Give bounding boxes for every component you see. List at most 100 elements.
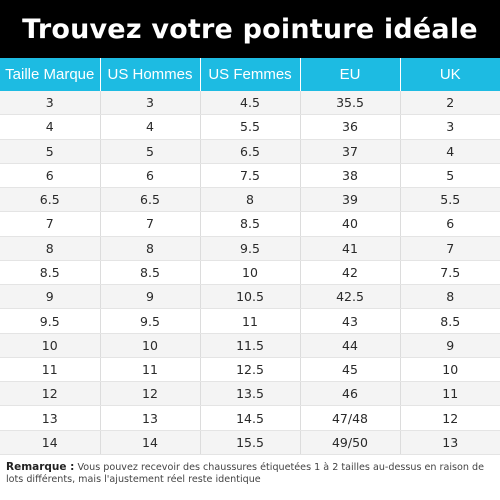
table-cell-us-hommes: 6 [100, 163, 201, 189]
table-cell-uk: 13 [400, 430, 500, 455]
table-row: 6.5 6.5 8 39 5.5 [0, 187, 500, 213]
table-cell-eu: 47/48 [300, 405, 401, 431]
table-cell-uk: 5.5 [400, 187, 500, 213]
table-row: 13 13 14.5 47/48 12 [0, 405, 500, 431]
note-text: Vous pouvez recevoir des chaussures étiq… [6, 462, 484, 485]
table-cell-us-femmes: 11.5 [200, 333, 301, 358]
table-cell-eu: 38 [300, 163, 401, 189]
table-cell-us-femmes: 11 [200, 308, 301, 334]
table-row: 10 10 11.5 44 9 [0, 333, 500, 358]
table-cell-eu: 44 [300, 333, 401, 358]
table-cell-us-hommes: 5 [100, 139, 201, 164]
table-cell-us-femmes: 6.5 [200, 139, 301, 164]
table-cell-us-hommes: 13 [100, 405, 201, 431]
table-cell-eu: 45 [300, 357, 401, 383]
table-cell-us-femmes: 5.5 [200, 114, 301, 140]
table-cell-us-femmes: 4.5 [200, 91, 301, 116]
table-cell-us-femmes: 8.5 [200, 211, 301, 237]
table-cell-taille-marque: 8.5 [0, 260, 101, 286]
table-cell-us-hommes: 8.5 [100, 260, 201, 286]
table-cell-taille-marque: 12 [0, 381, 101, 407]
table-row: 9.5 9.5 11 43 8.5 [0, 308, 500, 334]
table-cell-uk: 7.5 [400, 260, 500, 286]
table-cell-eu: 49/50 [300, 430, 401, 455]
table-cell-us-femmes: 12.5 [200, 357, 301, 383]
table-cell-us-hommes: 6.5 [100, 187, 201, 213]
table-row: 9 9 10.5 42.5 8 [0, 284, 500, 310]
table-cell-us-hommes: 9.5 [100, 308, 201, 334]
column-header-us-hommes: US Hommes [100, 58, 201, 91]
table-cell-taille-marque: 7 [0, 211, 101, 237]
table-row: 8 8 9.5 41 7 [0, 236, 500, 261]
table-cell-us-femmes: 9.5 [200, 236, 301, 261]
table-cell-us-hommes: 8 [100, 236, 201, 261]
table-cell-eu: 39 [300, 187, 401, 213]
table-row: 11 11 12.5 45 10 [0, 357, 500, 383]
table-cell-uk: 11 [400, 381, 500, 407]
header-row: Taille Marque US Hommes US Femmes EU UK [0, 58, 500, 91]
table-cell-us-femmes: 13.5 [200, 381, 301, 407]
table-cell-eu: 42.5 [300, 284, 401, 310]
table-cell-uk: 4 [400, 139, 500, 164]
table-cell-us-femmes: 7.5 [200, 163, 301, 189]
table-row: 5 5 6.5 37 4 [0, 139, 500, 164]
table-cell-eu: 37 [300, 139, 401, 164]
table-cell-taille-marque: 5 [0, 139, 101, 164]
table-cell-eu: 46 [300, 381, 401, 407]
table-cell-taille-marque: 11 [0, 357, 101, 383]
table-cell-uk: 10 [400, 357, 500, 383]
table-cell-us-hommes: 11 [100, 357, 201, 383]
column-header-taille-marque: Taille Marque [0, 58, 101, 91]
page-title: Trouvez votre pointure idéale [22, 13, 478, 45]
table-cell-taille-marque: 4 [0, 114, 101, 140]
table-cell-taille-marque: 8 [0, 236, 101, 261]
table-cell-eu: 41 [300, 236, 401, 261]
table-cell-taille-marque: 9 [0, 284, 101, 310]
table-cell-us-femmes: 10 [200, 260, 301, 286]
table-cell-taille-marque: 9.5 [0, 308, 101, 334]
table-cell-us-hommes: 9 [100, 284, 201, 310]
title-band: Trouvez votre pointure idéale [0, 0, 500, 58]
table-cell-uk: 9 [400, 333, 500, 358]
table-cell-eu: 36 [300, 114, 401, 140]
note-label: Remarque : [6, 461, 75, 473]
column-header-uk: UK [400, 58, 500, 91]
table-cell-eu: 40 [300, 211, 401, 237]
table-cell-eu: 43 [300, 308, 401, 334]
table-row: 14 14 15.5 49/50 13 [0, 430, 500, 455]
note: Remarque : Vous pouvez recevoir des chau… [6, 461, 496, 486]
table-cell-uk: 8 [400, 284, 500, 310]
table-row: 8.5 8.5 10 42 7.5 [0, 260, 500, 286]
table-cell-us-hommes: 4 [100, 114, 201, 140]
table-cell-us-femmes: 8 [200, 187, 301, 213]
size-table: Taille Marque US Hommes US Femmes EU UK 3 3 4.… [0, 58, 500, 455]
table-cell-uk: 6 [400, 211, 500, 237]
table-cell-taille-marque: 6 [0, 163, 101, 189]
table-cell-uk: 8.5 [400, 308, 500, 334]
table-cell-us-femmes: 15.5 [200, 430, 301, 455]
column-header-eu: EU [300, 58, 401, 91]
table-cell-us-hommes: 12 [100, 381, 201, 407]
table-cell-us-hommes: 7 [100, 211, 201, 237]
table-cell-us-hommes: 3 [100, 91, 201, 116]
table-row: 12 12 13.5 46 11 [0, 381, 500, 407]
table-cell-taille-marque: 14 [0, 430, 101, 455]
column-header-us-femmes: US Femmes [200, 58, 301, 91]
table-row: 3 3 4.5 35.5 2 [0, 91, 500, 116]
table-cell-eu: 42 [300, 260, 401, 286]
table-body: 3 3 4.5 35.5 2 4 4 5.5 36 3 5 5 6.5 37 4 6 6 7.5 38 5 6.5 6.5… [0, 91, 500, 455]
table-cell-eu: 35.5 [300, 91, 401, 116]
table-cell-us-hommes: 14 [100, 430, 201, 455]
table-cell-taille-marque: 3 [0, 91, 101, 116]
table-cell-us-femmes: 10.5 [200, 284, 301, 310]
table-cell-taille-marque: 10 [0, 333, 101, 358]
table-row: 7 7 8.5 40 6 [0, 211, 500, 237]
table-cell-uk: 3 [400, 114, 500, 140]
table-cell-uk: 5 [400, 163, 500, 189]
table-row: 6 6 7.5 38 5 [0, 163, 500, 189]
table-cell-taille-marque: 13 [0, 405, 101, 431]
table-header: Taille Marque US Hommes US Femmes EU UK [0, 58, 500, 91]
table-cell-us-hommes: 10 [100, 333, 201, 358]
table-cell-uk: 12 [400, 405, 500, 431]
